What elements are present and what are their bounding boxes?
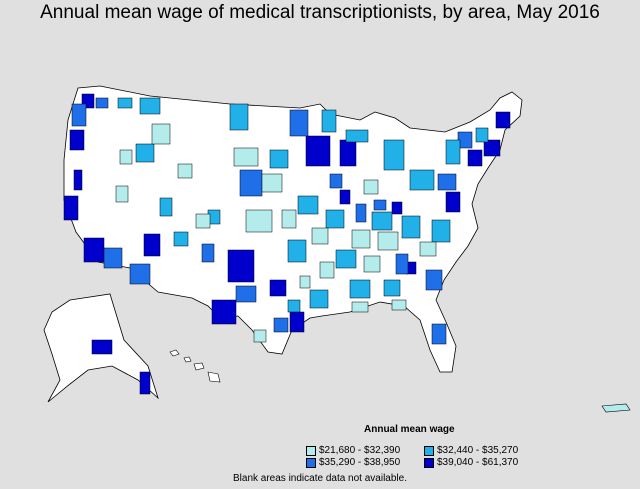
wage-regions xyxy=(63,93,511,395)
legend-label-2: $32,440 - $35,270 xyxy=(437,445,519,456)
contiguous-us-outline xyxy=(63,85,523,373)
legend-label-1: $21,680 - $32,390 xyxy=(319,445,401,456)
map-title: Annual mean wage of medical transcriptio… xyxy=(40,2,600,23)
legend-item-2: $32,440 - $35,270 xyxy=(424,445,518,456)
legend-item-4: $39,040 - $61,370 xyxy=(424,457,518,468)
puerto-rico-outline xyxy=(601,403,631,413)
blank-areas-note: Blank areas indicate data not available. xyxy=(232,473,407,484)
legend-label-4: $39,040 - $61,370 xyxy=(437,457,519,468)
hawaii-islands xyxy=(169,349,221,383)
legend-swatch-4 xyxy=(424,457,434,468)
legend-item-1: $21,680 - $32,390 xyxy=(306,445,400,456)
legend-title: Annual mean wage xyxy=(364,424,455,435)
legend-swatch-2 xyxy=(424,445,434,456)
legend-swatch-3 xyxy=(306,457,316,468)
legend-label-3: $35,290 - $38,950 xyxy=(319,457,401,468)
legend-item-3: $35,290 - $38,950 xyxy=(306,457,400,468)
legend-swatch-1 xyxy=(306,445,316,456)
